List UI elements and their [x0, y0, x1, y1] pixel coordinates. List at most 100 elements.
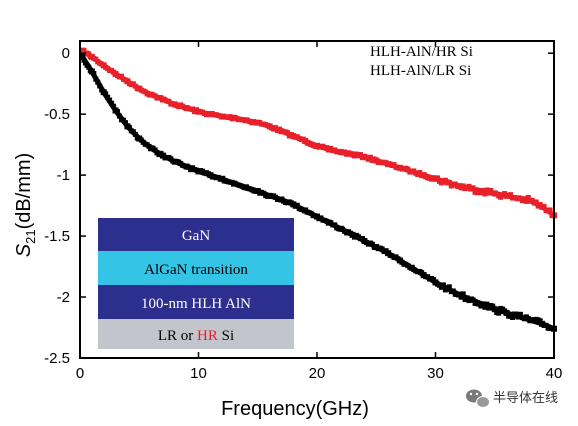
- data-marker: [470, 185, 476, 191]
- data-marker: [537, 318, 543, 324]
- data-marker: [111, 69, 117, 75]
- data-marker: [458, 294, 464, 300]
- data-marker: [205, 171, 211, 177]
- x-tick-label: 0: [76, 365, 84, 382]
- data-marker: [97, 83, 103, 89]
- data-marker: [450, 288, 456, 294]
- data-marker: [407, 264, 413, 270]
- data-marker: [146, 92, 152, 98]
- inset-layer-si: [98, 319, 294, 349]
- legend: HLH-AlN/HR Si HLH-AlN/LR Si: [370, 44, 473, 79]
- data-marker: [383, 248, 389, 254]
- data-marker: [395, 165, 401, 171]
- data-marker: [359, 155, 365, 161]
- data-marker: [357, 152, 363, 158]
- data-marker: [454, 292, 460, 298]
- series-lr-si: [79, 53, 557, 332]
- data-marker: [276, 197, 282, 203]
- data-marker: [482, 191, 488, 197]
- y-tick-label: 0: [62, 45, 70, 62]
- y-axis: 0 -0.5 -1 -1.5 -2 -2.5: [44, 45, 554, 367]
- data-marker: [294, 202, 300, 208]
- data-marker: [417, 170, 423, 176]
- data-marker: [517, 311, 523, 317]
- data-marker: [132, 131, 138, 137]
- data-marker: [194, 167, 200, 173]
- data-marker: [217, 113, 223, 119]
- data-marker: [460, 291, 466, 297]
- inset-si-suffix: Si: [218, 328, 234, 344]
- data-marker: [523, 198, 529, 204]
- data-marker: [107, 97, 113, 103]
- data-marker: [91, 71, 97, 77]
- data-marker: [508, 192, 514, 198]
- data-marker: [111, 103, 117, 109]
- data-marker: [431, 277, 437, 283]
- legend-entry-lr-si: HLH-AlN/LR Si: [370, 63, 471, 79]
- data-marker: [324, 145, 330, 151]
- data-marker: [490, 303, 496, 309]
- data-marker: [537, 202, 543, 208]
- data-marker: [103, 91, 109, 97]
- data-marker: [130, 129, 136, 135]
- data-marker: [405, 166, 411, 172]
- data-marker: [502, 191, 508, 197]
- data-marker: [170, 101, 176, 107]
- data-marker: [81, 57, 87, 63]
- data-marker: [134, 86, 140, 92]
- series-hr-si: [79, 47, 557, 219]
- data-marker: [407, 169, 413, 175]
- data-marker: [486, 190, 492, 196]
- data-marker: [284, 129, 290, 135]
- data-marker: [486, 305, 492, 311]
- data-marker: [502, 308, 508, 314]
- inset-layer-aln-label: 100-nm HLH AlN: [141, 296, 251, 312]
- inset-si-highlight: HR: [197, 328, 218, 344]
- data-marker: [95, 79, 101, 85]
- data-marker: [99, 87, 105, 93]
- x-tick-label: 20: [309, 365, 326, 382]
- data-marker: [484, 301, 490, 307]
- data-marker: [431, 175, 437, 181]
- data-marker: [434, 175, 440, 181]
- data-marker: [205, 111, 211, 117]
- y-tick-label: -2.5: [44, 350, 70, 367]
- data-marker: [312, 143, 318, 149]
- data-marker: [533, 199, 539, 205]
- data-marker: [521, 196, 527, 202]
- data-marker: [300, 207, 306, 213]
- data-marker: [86, 64, 92, 70]
- data-marker: [99, 61, 105, 67]
- data-marker: [510, 314, 516, 320]
- data-marker: [367, 154, 373, 160]
- data-marker: [541, 204, 547, 210]
- data-marker: [525, 316, 531, 322]
- data-marker: [470, 297, 476, 303]
- data-marker: [81, 47, 87, 53]
- y-axis-title: S21(dB/mm): [13, 153, 38, 257]
- data-point: [79, 53, 86, 60]
- data-marker: [276, 126, 282, 132]
- y-tick-label: -1.5: [44, 228, 70, 245]
- data-marker: [265, 193, 271, 199]
- data-marker: [336, 149, 342, 155]
- data-marker: [484, 187, 490, 193]
- data-marker: [122, 77, 128, 83]
- data-marker: [105, 94, 111, 100]
- wechat-icon: [466, 389, 490, 408]
- data-point: [491, 306, 498, 313]
- data-marker: [442, 287, 448, 293]
- x-tick-label: 10: [190, 365, 207, 382]
- data-marker: [525, 194, 531, 200]
- data-marker: [126, 124, 132, 130]
- data-marker: [288, 200, 294, 206]
- data-marker: [348, 151, 354, 157]
- data-marker: [253, 120, 259, 126]
- data-marker: [273, 125, 279, 131]
- data-marker: [241, 184, 247, 190]
- data-marker: [440, 282, 446, 288]
- data-marker: [93, 56, 99, 62]
- data-marker: [379, 246, 385, 252]
- data-marker: [158, 150, 164, 156]
